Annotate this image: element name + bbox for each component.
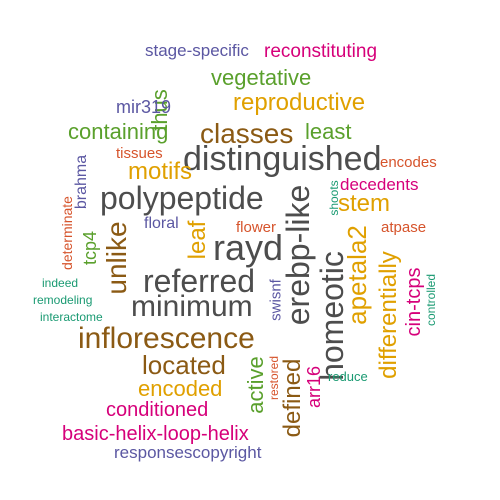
word-polypeptide: polypeptide bbox=[100, 180, 264, 216]
word-tissues: tissues bbox=[116, 145, 163, 162]
word-containing: containing bbox=[68, 119, 169, 144]
word-mir319: mir319 bbox=[116, 97, 172, 117]
word-indeed: indeed bbox=[42, 276, 79, 290]
word-defined: defined bbox=[279, 358, 306, 438]
word-reproductive: reproductive bbox=[233, 89, 366, 116]
word-reduce: reduce bbox=[328, 369, 368, 384]
word-stage-specific: stage-specific bbox=[145, 41, 249, 60]
word-interactome: interactome bbox=[40, 310, 103, 324]
word-swisnf: swisnf bbox=[267, 279, 285, 321]
word-located: located bbox=[142, 350, 226, 380]
word-brahma: brahma bbox=[73, 154, 90, 210]
word-controlled: controlled bbox=[424, 273, 438, 327]
word-stem: stem bbox=[338, 190, 391, 217]
word-referred: referred bbox=[143, 263, 256, 299]
word-vegetative: vegetative bbox=[211, 65, 312, 90]
word-inflorescence: inflorescence bbox=[78, 322, 255, 355]
word-encodes: encodes bbox=[380, 154, 437, 171]
word-reconstituting: reconstituting bbox=[264, 41, 378, 62]
word-basic-helix-loop-helix: basic-helix-loop-helix bbox=[62, 423, 249, 445]
word-distinguished: distinguished bbox=[183, 140, 382, 178]
word-classes: classes bbox=[200, 118, 294, 149]
word-conditioned: conditioned bbox=[106, 399, 209, 421]
word-floral: floral bbox=[144, 215, 179, 232]
word-cin-tcps: cin-tcps bbox=[403, 267, 425, 337]
word-atpase: atpase bbox=[381, 219, 427, 236]
word-tcp4: tcp4 bbox=[80, 230, 100, 266]
word-leaf: leaf bbox=[184, 220, 211, 260]
word-unlike: unlike bbox=[101, 221, 132, 295]
word-decedents: decedents bbox=[340, 175, 419, 194]
word-minimum: minimum bbox=[131, 290, 253, 323]
word-erebp-like: erebp-like bbox=[280, 184, 316, 326]
word-least: least bbox=[305, 119, 352, 144]
word-encoded: encoded bbox=[138, 376, 223, 401]
word-rayd: rayd bbox=[213, 227, 284, 268]
word-remodeling: remodeling bbox=[33, 293, 93, 307]
word-motifs: motifs bbox=[128, 158, 193, 185]
word-arr16: arr16 bbox=[304, 365, 324, 409]
word-flower: flower bbox=[236, 219, 277, 236]
word-active: active bbox=[243, 356, 268, 414]
word-determinate: determinate bbox=[59, 196, 75, 270]
word-responsescopyright: responsescopyright bbox=[114, 443, 262, 462]
word-differentially: differentially bbox=[375, 251, 402, 379]
word-homeotic: homeotic bbox=[314, 251, 350, 381]
